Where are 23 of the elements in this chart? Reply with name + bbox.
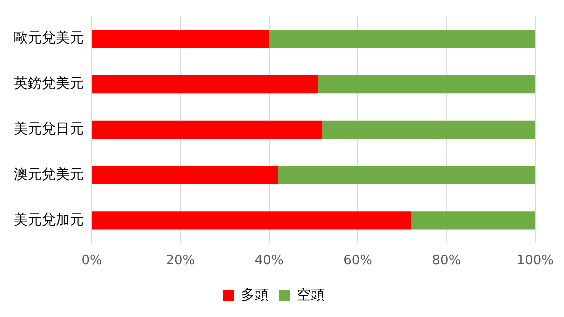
bar (318, 75, 536, 94)
x-tick-label: 100% (516, 254, 554, 269)
x-tick-label: 60% (344, 254, 373, 269)
y-tick-label: 美元兌日元 (14, 122, 84, 138)
y-tick-label: 歐元兌美元 (14, 30, 84, 47)
bar (411, 212, 536, 230)
bar (269, 30, 536, 48)
bar (92, 166, 278, 184)
bar (92, 75, 318, 94)
y-tick-label: 澳元兌美元 (14, 166, 84, 183)
y-tick-label: 美元兌加元 (14, 212, 84, 228)
legend-label: 多頭 (241, 288, 269, 304)
x-tick-label: 0% (82, 254, 102, 269)
bar (92, 120, 323, 139)
bar (92, 212, 412, 230)
bar (92, 30, 270, 48)
y-tick-label: 英鎊兌美元 (14, 76, 84, 92)
legend-label: 空頭 (297, 288, 325, 304)
x-tick-label: 20% (166, 254, 196, 269)
x-tick-label: 80% (432, 254, 462, 269)
bar (322, 120, 536, 139)
x-tick-label: 40% (254, 254, 284, 269)
bar (278, 166, 536, 184)
